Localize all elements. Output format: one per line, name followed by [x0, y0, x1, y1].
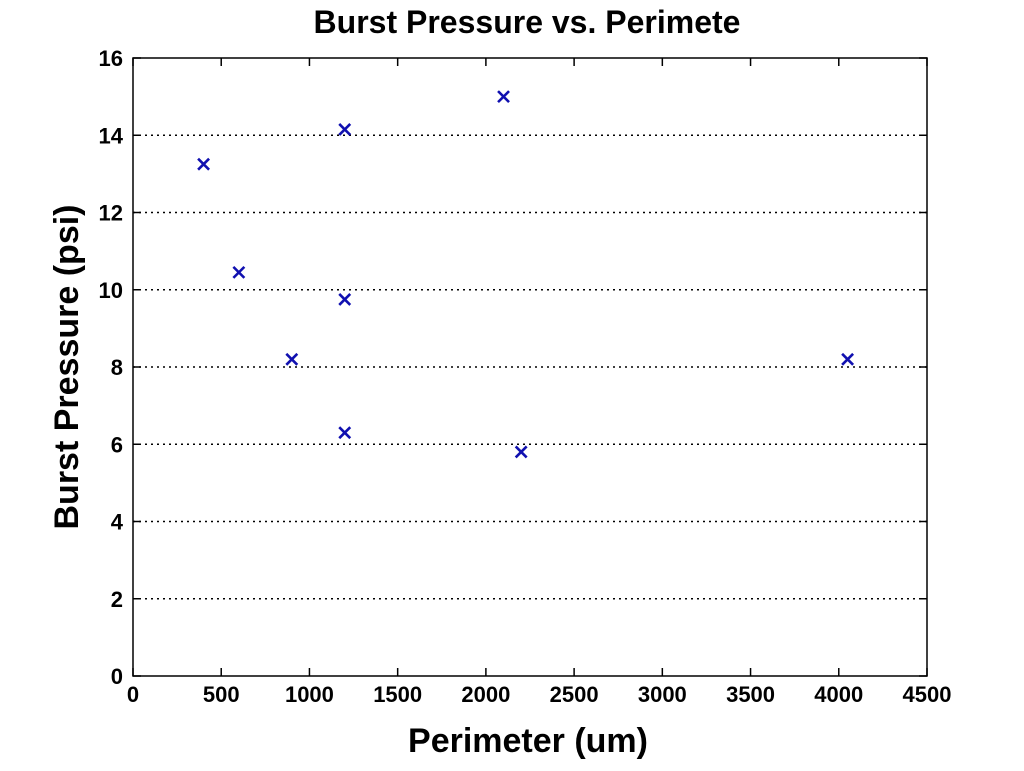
y-tick-label: 6: [111, 432, 123, 457]
x-tick-label: 500: [203, 682, 240, 707]
data-points: [197, 90, 855, 459]
x-tick-label: 2000: [461, 682, 510, 707]
x-tick-label: 2500: [550, 682, 599, 707]
x-tick-label: 1000: [285, 682, 334, 707]
data-point: [338, 123, 352, 136]
y-tick-label: 14: [99, 123, 124, 148]
y-axis-title: Burst Pressure (psi): [48, 205, 86, 530]
chart-title: Burst Pressure vs. Perimete: [314, 4, 741, 40]
data-point: [338, 426, 352, 440]
data-point: [197, 157, 210, 171]
y-tick-label: 0: [111, 664, 123, 689]
y-tick-label: 12: [99, 201, 123, 226]
x-tick-label: 0: [127, 682, 139, 707]
x-tick-label: 4000: [814, 682, 863, 707]
x-axis-title: Perimeter (um): [408, 722, 648, 760]
gridlines: [133, 134, 927, 600]
data-point: [841, 352, 855, 366]
data-point: [232, 265, 246, 279]
data-point: [514, 445, 528, 459]
y-tick-label: 10: [99, 278, 123, 303]
y-tick-label: 2: [111, 587, 123, 612]
y-tick-label: 8: [111, 355, 123, 380]
x-tick-label: 1500: [373, 682, 422, 707]
data-point: [338, 292, 352, 306]
y-tick-label: 4: [111, 510, 124, 535]
x-tick-label: 4500: [903, 682, 952, 707]
tick-labels: 0 2 4 6 8 10 12 14 16 0 500 1000 1500 2000 2500 3000 350…: [99, 46, 952, 707]
data-point: [497, 90, 510, 104]
axes: [132, 57, 928, 677]
x-tick-label: 3000: [638, 682, 687, 707]
y-tick-label: 16: [99, 46, 123, 71]
x-tick-label: 3500: [726, 682, 775, 707]
data-point: [285, 352, 299, 366]
